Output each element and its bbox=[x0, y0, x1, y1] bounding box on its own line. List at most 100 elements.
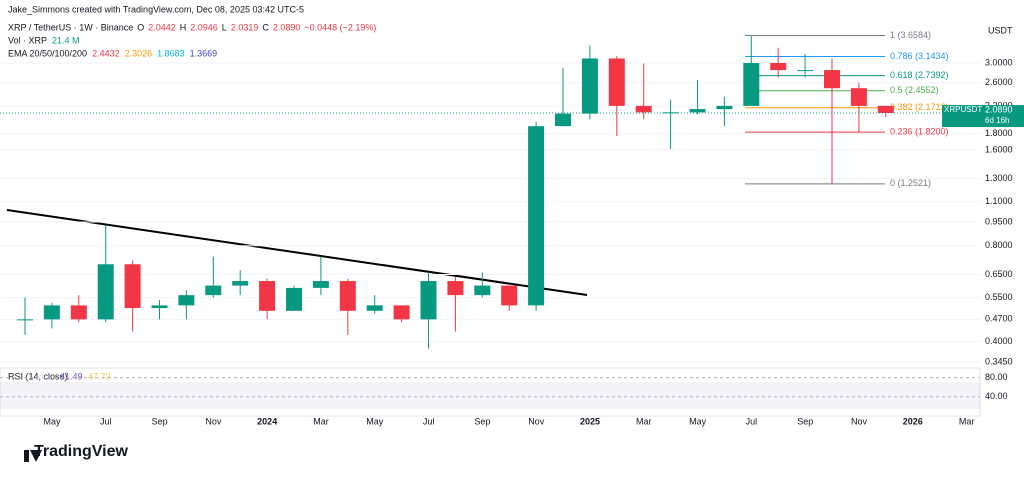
ema-value: 2.4432 bbox=[92, 48, 120, 58]
candle-body bbox=[474, 285, 491, 296]
candle-body bbox=[43, 305, 60, 320]
fib-label: 0.236 (1.8200) bbox=[890, 126, 949, 136]
time-label: Sep bbox=[474, 416, 490, 426]
time-label: Mar bbox=[959, 416, 975, 426]
time-label: Jul bbox=[423, 416, 435, 426]
price-label: 1.6000 bbox=[985, 144, 1013, 154]
volume-label: Vol · XRP bbox=[8, 35, 47, 45]
countdown: 6d 16h bbox=[985, 116, 1009, 125]
ema-value: 1.8683 bbox=[157, 48, 185, 58]
price-label: 0.8000 bbox=[985, 240, 1013, 250]
price-label: 0.4700 bbox=[985, 314, 1013, 324]
last-symbol: XRPUSDT bbox=[944, 105, 982, 114]
time-label: Sep bbox=[152, 416, 168, 426]
candle-body bbox=[70, 305, 87, 320]
candle-body bbox=[178, 295, 195, 306]
candle-body bbox=[420, 281, 437, 320]
time-label: 2026 bbox=[903, 416, 923, 426]
time-label: Mar bbox=[636, 416, 652, 426]
candle-body bbox=[581, 58, 598, 114]
candle-body bbox=[555, 113, 571, 127]
credit: Jake_Simmons created with TradingView.co… bbox=[8, 4, 304, 14]
price-label: 0.9500 bbox=[985, 216, 1013, 226]
time-label: May bbox=[366, 416, 384, 426]
fib-label: 0.382 (2.1713) bbox=[890, 102, 949, 112]
candle-body bbox=[393, 305, 410, 320]
symbol: XRP / TetherUS · 1W · Binance bbox=[8, 22, 133, 32]
price-unit: USDT bbox=[988, 25, 1013, 35]
candle-body bbox=[797, 70, 814, 72]
fib-label: 0.786 (3.1434) bbox=[890, 51, 949, 61]
price-label: 1.3000 bbox=[985, 173, 1013, 183]
candle-body bbox=[608, 58, 625, 106]
candle-body bbox=[850, 88, 867, 106]
ohlc: 2.0319 bbox=[231, 22, 259, 32]
rsi-tick: 40.00 bbox=[985, 391, 1008, 401]
candle-body bbox=[232, 281, 249, 286]
rsi-ma: 47.73 bbox=[88, 371, 111, 381]
rsi-panel bbox=[0, 367, 981, 417]
ohlc: C bbox=[262, 22, 269, 32]
price-label: 0.6500 bbox=[985, 269, 1013, 279]
candle-body bbox=[689, 109, 706, 113]
logo: TradingView bbox=[34, 443, 129, 460]
last-price-tag bbox=[942, 105, 1024, 128]
ohlc: −0.0448 (−2.19%) bbox=[304, 22, 376, 32]
candle-body bbox=[259, 281, 276, 311]
fib-label: 0.618 (2.7392) bbox=[890, 70, 949, 80]
candle-body bbox=[824, 70, 840, 89]
ema-value: 1.3669 bbox=[190, 48, 218, 58]
candle-body bbox=[97, 264, 114, 320]
rsi-tick: 80.00 bbox=[985, 372, 1008, 382]
rsi-value: 41.49 bbox=[60, 371, 83, 381]
time-label: Jul bbox=[746, 416, 758, 426]
fib-label: 0.5 (2.4552) bbox=[890, 85, 939, 95]
candle-body bbox=[447, 281, 464, 296]
ema-label: EMA 20/50/100/200 bbox=[8, 48, 87, 58]
candle-body bbox=[716, 105, 733, 110]
candle-body bbox=[877, 105, 894, 113]
candle-body bbox=[17, 319, 33, 321]
time-label: Nov bbox=[205, 416, 222, 426]
ohlc: O bbox=[137, 22, 144, 32]
ohlc: L bbox=[222, 22, 227, 32]
ohlc: 2.0946 bbox=[190, 22, 218, 32]
candle-body bbox=[635, 105, 652, 113]
candle-body bbox=[205, 285, 222, 296]
candle-body bbox=[770, 63, 787, 71]
volume-value: 21.4 M bbox=[52, 35, 80, 45]
ohlc: 2.0890 bbox=[273, 22, 301, 32]
time-label: May bbox=[689, 416, 707, 426]
candle-body bbox=[662, 112, 679, 114]
time-label: 2024 bbox=[257, 416, 277, 426]
candle-body bbox=[151, 305, 168, 309]
time-label: Nov bbox=[851, 416, 868, 426]
candle-body bbox=[286, 287, 302, 311]
rsi-label: RSI (14, close) bbox=[8, 371, 68, 381]
price-label: 3.0000 bbox=[985, 57, 1013, 67]
ema-value: 2.3026 bbox=[125, 48, 153, 58]
logo-icon bbox=[10, 450, 42, 462]
price-label: 2.6000 bbox=[985, 77, 1013, 87]
fib-label: 0 (1.2521) bbox=[890, 178, 931, 188]
time-label: May bbox=[43, 416, 61, 426]
candle-body bbox=[743, 63, 760, 106]
candle-body bbox=[528, 126, 545, 306]
time-label: 2025 bbox=[580, 416, 600, 426]
fib-label: 1 (3.6584) bbox=[890, 30, 931, 40]
time-label: Jul bbox=[100, 416, 112, 426]
ohlc: 2.0442 bbox=[148, 22, 176, 32]
candle-body bbox=[124, 264, 141, 309]
price-label: 1.1000 bbox=[985, 196, 1013, 206]
price-label: 0.4000 bbox=[985, 336, 1013, 346]
time-label: Sep bbox=[797, 416, 813, 426]
candle-body bbox=[312, 281, 329, 288]
last-price: 2.0890 bbox=[985, 104, 1013, 114]
candle-body bbox=[366, 305, 383, 311]
time-label: Mar bbox=[313, 416, 329, 426]
price-label: 0.5500 bbox=[985, 292, 1013, 302]
candle-body bbox=[339, 281, 356, 311]
rsi-band bbox=[0, 382, 980, 409]
